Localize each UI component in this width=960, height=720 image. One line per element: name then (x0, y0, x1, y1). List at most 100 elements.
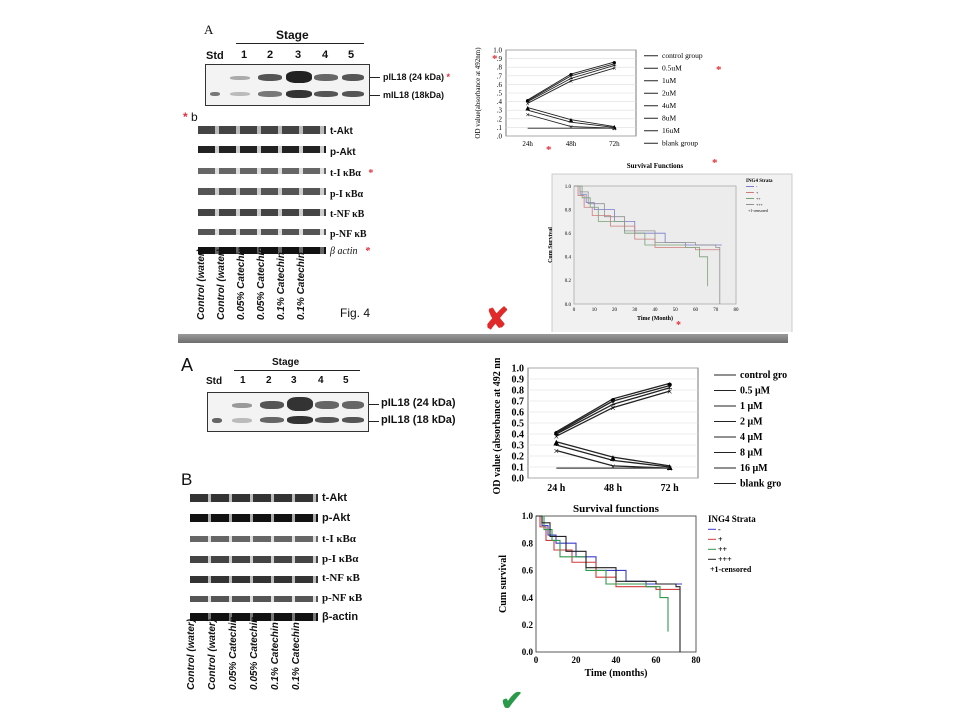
survival-curve (536, 515, 681, 652)
bottom-wb-strip (190, 514, 318, 522)
top-lane-3: 3 (295, 49, 302, 61)
top-wb-label-takt: t-Akt (330, 126, 353, 137)
data-point: ◦ (611, 397, 615, 408)
y-tick-label: .4 (497, 98, 503, 106)
top-wb-strip (198, 168, 326, 174)
chart-title: Survival functions (573, 503, 660, 515)
top-lane-label-4: 0.05% Catechin (256, 246, 267, 320)
y-tick-label: 0.7 (512, 397, 525, 408)
bottom-wb-label-pakt: p-Akt (322, 512, 351, 524)
bottom-lane-1: 1 (240, 375, 246, 386)
legend-entry: blank gro (740, 479, 781, 490)
asterisk-mark: * (676, 320, 681, 331)
data-point: · (570, 118, 573, 127)
legend-entry: 8 μM (740, 448, 763, 459)
bottom-wb-label-takt: t-Akt (322, 492, 348, 504)
top-wb-label-pakt: p-Akt (330, 147, 356, 158)
top-lane-2: 2 (267, 49, 274, 61)
top-wb-strip (198, 229, 326, 235)
bottom-band-label-1: pIL18 (24 kDa) (381, 397, 456, 409)
series-line (527, 67, 615, 104)
asterisk-mark: * (716, 64, 722, 76)
series-line (556, 382, 670, 433)
x-axis-label: Time (months) (585, 668, 648, 679)
data-point: ▲ (665, 462, 675, 473)
legend-entry: 2uM (662, 89, 677, 98)
data-point: ● (569, 70, 574, 79)
bottom-wb-label-pikba: p-I κBα (322, 553, 359, 565)
y-axis-label: Cum Survival (548, 227, 554, 263)
legend-entry: - (756, 184, 758, 189)
data-point: × (610, 404, 616, 415)
data-point: × (569, 123, 574, 132)
y-axis-label: OD value (absorbance at 492 nm) (492, 358, 503, 495)
series-line (527, 114, 615, 129)
top-lane-label-5: 0.1% Catechin (276, 252, 287, 320)
legend-entry: 2 μM (740, 417, 763, 428)
legend-entry: +1-censored (710, 565, 752, 574)
y-tick-label: 0.4 (522, 593, 534, 603)
x-tick-label: 20 (572, 655, 582, 665)
data-point: × (554, 447, 560, 458)
survival-curve (574, 185, 721, 304)
y-tick-label: 0.1 (512, 463, 525, 474)
bottom-lane-label-4: 0.05% Catechin (249, 616, 260, 690)
y-tick-label: 1.0 (512, 364, 525, 375)
y-tick-label: .9 (497, 55, 503, 63)
data-point: × (610, 462, 616, 473)
legend-entry: 4 μM (740, 432, 763, 443)
bottom-lane-3: 3 (291, 375, 297, 386)
top-od-chart: 1.0.9.8.7.6.5.4.3.2.1.0 24h 48h 72h OD value… (474, 46, 722, 156)
series-line (527, 107, 615, 127)
data-point: · (555, 441, 558, 452)
x-tick-label: 24h (522, 140, 533, 148)
legend-entry: 16 μM (740, 463, 768, 474)
y-tick-label: 0.6 (522, 566, 534, 576)
x-tick-label: 40 (612, 655, 622, 665)
top-lane-label-2: Control (water) (216, 248, 227, 320)
series-line (556, 384, 670, 434)
legend-entry: 0.5 μM (740, 386, 771, 397)
x-tick-label: 72 h (661, 483, 680, 494)
legend-entry: 16uM (662, 126, 680, 135)
series-line (556, 390, 670, 437)
bottom-lane-label-2: Control (water) (207, 618, 218, 690)
bottom-wb-label-bactin: β-actin (322, 611, 359, 623)
figure-label: Fig. 4 (340, 306, 371, 320)
bottom-stage-title: Stage (272, 357, 300, 368)
data-point: ● (612, 58, 617, 67)
top-wb-label-bactin: β actin * (330, 246, 370, 257)
data-point: ▲ (551, 438, 561, 449)
x-tick-label: 48 h (604, 483, 623, 494)
series-line (556, 441, 670, 467)
legend-entry: 1 μM (740, 401, 763, 412)
series-line (556, 387, 670, 435)
top-lane-label-1: Control (water) (196, 248, 207, 320)
data-point: ◦ (570, 72, 573, 81)
data-point: + (525, 98, 530, 107)
data-point: + (612, 61, 617, 70)
bottom-wb-strip (190, 536, 318, 542)
asterisk-mark: * (546, 144, 552, 156)
y-tick-label: .3 (497, 107, 503, 115)
y-tick-label: .0 (497, 132, 503, 140)
bottom-survival-chart: Survival functions 0 20 40 60 80 0.0 0.2 0.4 0.6 0… (498, 503, 756, 679)
y-tick-label: 0.6 (512, 408, 525, 419)
legend-entry: control gro (740, 370, 787, 381)
x-tick-label: 80 (734, 308, 740, 313)
x-axis-label: Time (Month) (637, 315, 673, 322)
y-tick-label: 0.0 (512, 474, 525, 485)
y-tick-label: 0.9 (512, 375, 525, 386)
y-tick-label: 0.3 (512, 441, 525, 452)
bottom-wb-strip (190, 576, 318, 583)
legend-entry: 4uM (662, 101, 677, 110)
legend-entry: + (718, 535, 723, 544)
top-panel-a-letter: A (204, 22, 214, 37)
bottom-band-tick-2 (369, 421, 379, 422)
y-tick-label: 0.8 (565, 208, 572, 213)
y-tick-label: 0.2 (512, 452, 525, 463)
y-tick-label: 0.8 (522, 538, 534, 548)
data-point: × (554, 432, 560, 443)
legend-entry: 1uM (662, 76, 677, 85)
top-wb-strips (198, 124, 326, 254)
